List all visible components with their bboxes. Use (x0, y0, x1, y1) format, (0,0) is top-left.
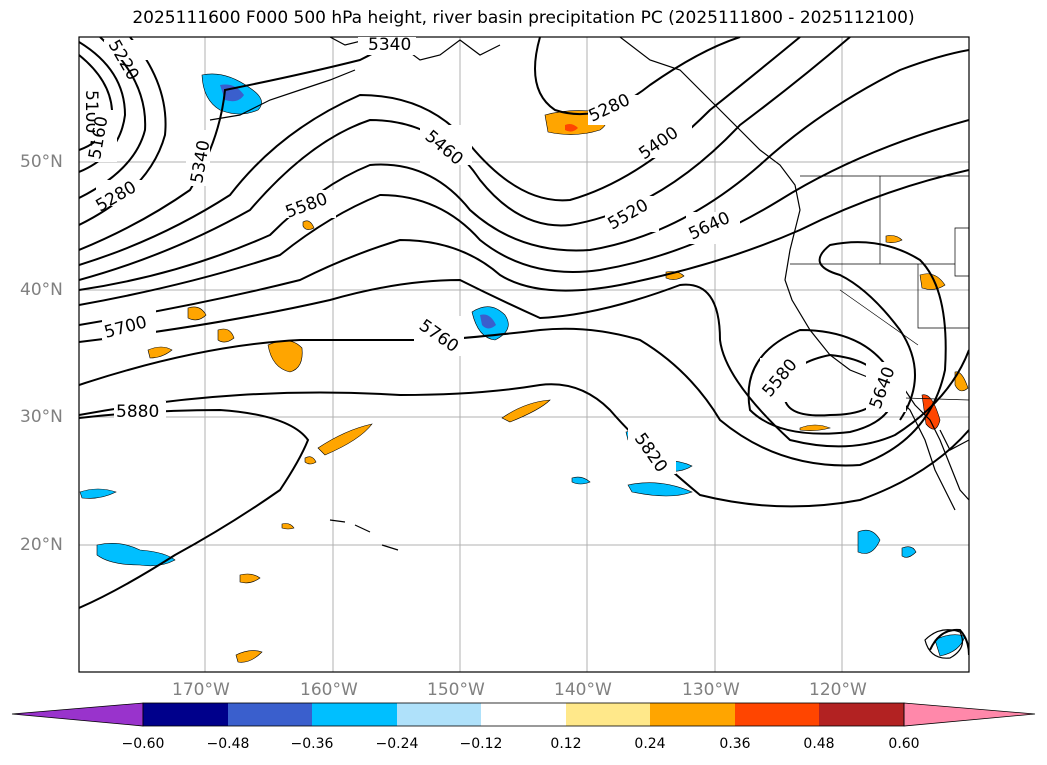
colorbar-extension-low (11, 702, 144, 727)
lon-label-140w: 140°W (554, 680, 612, 700)
precip-patch-coast-5 (885, 235, 903, 243)
colorbar-segment (566, 703, 650, 726)
colorbar-tick-label: −0.24 (375, 736, 419, 752)
precip-patch-central-core (480, 314, 496, 329)
contour-5520 (79, 49, 969, 291)
lon-label-130w: 130°W (682, 680, 740, 700)
contour-label: 5880 (116, 402, 159, 422)
colorbar-segment (481, 703, 566, 726)
colorbar-tick-label: 0.48 (803, 736, 835, 752)
colorbar-tick-label: 0.12 (550, 736, 582, 752)
precip-patch-coast-3 (919, 273, 946, 290)
border-state-5 (954, 227, 969, 277)
colorbar (11, 702, 1036, 727)
colorbar-extension-high (903, 702, 1036, 727)
contour-5880 (79, 408, 310, 609)
colorbar-segment (819, 703, 904, 726)
colorbar-segment (650, 703, 735, 726)
precip-patch-mex-1 (857, 529, 881, 554)
mexico-coast (939, 429, 969, 451)
precip-patch-coast-1 (799, 424, 831, 431)
map-frame (78, 36, 970, 673)
precip-patch-coast-4 (954, 371, 969, 392)
colorbar-tick-label: −0.60 (121, 736, 165, 752)
lon-label-170w: 170°W (172, 680, 230, 700)
contour-5760 (79, 241, 947, 467)
contour-5460 (79, 37, 851, 281)
precip-patch-s-1 (239, 573, 261, 584)
lon-label-120w: 120°W (809, 680, 867, 700)
contour-label: 5340 (368, 35, 411, 55)
precip-patch-sw-1 (96, 543, 176, 567)
colorbar-tick-label: 0.60 (888, 736, 920, 752)
colorbar-segment (397, 703, 481, 726)
hawaii-islands (329, 519, 399, 551)
precip-patch-bering-core (220, 84, 244, 102)
precip-patch-coast-2 (921, 394, 941, 430)
precip-patch-s-3 (281, 523, 295, 530)
map-title: 2025111600 F000 500 hPa height, river ba… (132, 8, 915, 28)
colorbar-segment (312, 703, 397, 726)
colorbar-tick-label: −0.36 (290, 736, 334, 752)
precip-patch-streak-3 (304, 456, 317, 465)
baja-coast (904, 389, 969, 501)
colorbar-tick-label: 0.36 (719, 736, 751, 752)
precip-patch-se-1 (934, 634, 966, 657)
colorbar-tick-label: −0.48 (206, 736, 250, 752)
lat-label-30n: 30°N (20, 407, 63, 427)
contour-5580 (79, 119, 969, 306)
contour-5700 (79, 278, 969, 448)
contour-5640 (79, 169, 969, 326)
contour-5340 (79, 37, 401, 251)
colorbar-segment (735, 703, 819, 726)
contour-label-group: 5220 5100 5160 5340 5280 5340 5460 5580 … (81, 35, 906, 476)
precip-patch-neg-4 (571, 476, 591, 485)
colorbar-tick-label: −0.12 (459, 736, 503, 752)
precip-patch-neg-3 (627, 482, 693, 497)
colorbar-segment (228, 703, 312, 726)
contour-5880-se (929, 628, 969, 656)
lat-label-50n: 50°N (20, 152, 63, 172)
border-mex (904, 397, 969, 401)
height-contours (79, 37, 969, 656)
border-state-4 (839, 289, 919, 346)
precip-patch-w1 (187, 306, 207, 321)
lat-label-40n: 40°N (20, 280, 63, 300)
lat-label-20n: 20°N (20, 535, 63, 555)
colorbar-tick-label: 0.24 (634, 736, 666, 752)
border-state-3 (917, 264, 969, 329)
contour-5100 (79, 54, 114, 151)
precip-patch-hawaii-north (267, 340, 303, 373)
precip-patch-w2 (217, 328, 235, 343)
precip-patch-gulf-core (565, 124, 578, 132)
precip-patch-s-4 (302, 220, 315, 230)
colorbar-segment (143, 703, 228, 726)
lon-label-160w: 160°W (300, 680, 358, 700)
contour-5820 (79, 383, 969, 508)
lon-label-150w: 150°W (427, 680, 485, 700)
contour-5220 (79, 37, 147, 199)
precip-patch-mex-2 (901, 546, 917, 558)
alaska-peninsula (209, 69, 356, 121)
precip-patch-s-2 (235, 650, 263, 663)
precip-patch-streak-2 (317, 423, 373, 456)
precip-patch-streak-1 (501, 399, 551, 423)
precip-patch-w3 (147, 346, 173, 359)
precip-patch-sw-2 (79, 488, 117, 499)
se-island (924, 629, 963, 659)
gridlines (79, 37, 969, 672)
